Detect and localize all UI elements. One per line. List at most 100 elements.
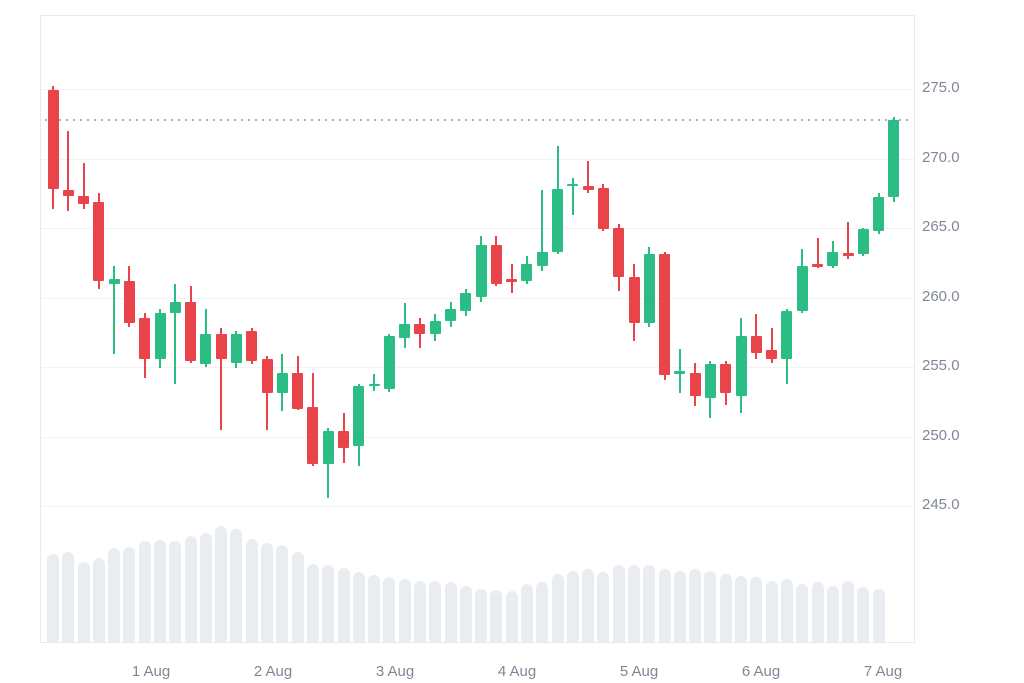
- volume-bar-36[interactable]: [597, 572, 610, 642]
- volume-bar-14[interactable]: [261, 543, 274, 642]
- candle-body: [888, 119, 900, 198]
- volume-bar-45[interactable]: [735, 576, 748, 642]
- volume-bar-47[interactable]: [765, 581, 778, 642]
- volume-bar-3[interactable]: [92, 558, 105, 642]
- volume-bar-32[interactable]: [536, 582, 549, 642]
- candle-body: [292, 372, 304, 409]
- candle-body: [521, 264, 533, 281]
- candle-body: [857, 229, 869, 255]
- gridline-265.0: [41, 228, 914, 229]
- candle-wick: [67, 130, 70, 212]
- volume-bar-12[interactable]: [230, 529, 243, 642]
- candle-body: [812, 264, 823, 267]
- candle-body: [582, 186, 594, 191]
- y-tick-label-250.0: 250.0: [922, 426, 960, 444]
- candle-wick: [587, 161, 590, 194]
- candle-body: [796, 265, 808, 312]
- volume-bar-25[interactable]: [429, 581, 442, 642]
- volume-bar-17[interactable]: [306, 564, 319, 642]
- volume-bar-52[interactable]: [842, 581, 855, 642]
- candle-body: [322, 430, 334, 465]
- candle-body: [445, 308, 457, 322]
- volume-bar-40[interactable]: [658, 569, 671, 642]
- volume-bar-34[interactable]: [566, 571, 579, 642]
- volume-bar-41[interactable]: [673, 571, 686, 642]
- y-tick-label-275.0: 275.0: [922, 79, 960, 96]
- volume-bar-11[interactable]: [215, 526, 228, 642]
- volume-bar-21[interactable]: [368, 575, 381, 642]
- candle-body: [169, 301, 181, 313]
- candle-body: [215, 333, 227, 359]
- volume-bar-9[interactable]: [184, 536, 197, 642]
- candle-body: [108, 279, 120, 284]
- gridline-250.0: [41, 436, 914, 438]
- candle-wick: [113, 265, 116, 355]
- candle-body: [781, 311, 793, 359]
- volume-bar-1[interactable]: [62, 552, 75, 642]
- volume-bar-48[interactable]: [780, 579, 793, 642]
- y-tick-label-255.0: 255.0: [922, 357, 960, 374]
- volume-bar-15[interactable]: [276, 545, 289, 642]
- volume-bar-24[interactable]: [413, 581, 426, 642]
- volume-bar-39[interactable]: [643, 565, 656, 642]
- volume-bar-10[interactable]: [199, 533, 212, 642]
- volume-bar-26[interactable]: [444, 582, 457, 642]
- volume-bar-18[interactable]: [322, 565, 335, 642]
- candle-body: [276, 372, 288, 394]
- volume-bar-43[interactable]: [704, 571, 717, 642]
- gridline-255.0: [41, 367, 914, 368]
- volume-bar-46[interactable]: [750, 577, 763, 642]
- volume-bar-30[interactable]: [505, 591, 518, 642]
- volume-bar-7[interactable]: [154, 540, 167, 642]
- candle-body: [613, 228, 625, 277]
- volume-bar-31[interactable]: [520, 584, 533, 642]
- volume-bar-6[interactable]: [138, 541, 151, 642]
- volume-bar-4[interactable]: [108, 548, 121, 642]
- volume-bar-0[interactable]: [47, 554, 59, 642]
- volume-bar-35[interactable]: [582, 569, 595, 642]
- candle-wick: [571, 177, 574, 216]
- candle-body: [399, 323, 411, 338]
- volume-bar-8[interactable]: [169, 541, 182, 642]
- chart-plot-area[interactable]: [40, 15, 915, 643]
- candle-body: [536, 251, 548, 266]
- candle-body: [750, 336, 762, 354]
- volume-bar-38[interactable]: [628, 565, 641, 642]
- volume-bar-27[interactable]: [459, 586, 472, 642]
- volume-bar-50[interactable]: [811, 582, 824, 642]
- candle-wick: [373, 373, 376, 391]
- x-tick-label-4-aug: 4 Aug: [497, 663, 537, 680]
- volume-bar-33[interactable]: [551, 574, 564, 642]
- candle-body: [246, 330, 258, 362]
- candle-body: [383, 336, 395, 390]
- volume-bar-22[interactable]: [383, 577, 396, 642]
- volume-bar-5[interactable]: [123, 547, 136, 642]
- volume-bar-53[interactable]: [857, 587, 870, 642]
- candle-body: [47, 90, 59, 190]
- volume-bar-49[interactable]: [796, 584, 809, 642]
- volume-bar-16[interactable]: [291, 552, 304, 642]
- candle-body: [368, 383, 380, 387]
- candle-body: [429, 321, 441, 334]
- volume-bar-2[interactable]: [77, 562, 90, 642]
- volume-bar-20[interactable]: [352, 572, 365, 642]
- volume-bar-51[interactable]: [826, 586, 839, 642]
- volume-bar-13[interactable]: [245, 539, 258, 642]
- candle-body: [414, 323, 426, 334]
- volume-bar-42[interactable]: [689, 569, 702, 642]
- candle-body: [766, 350, 778, 359]
- volume-bar-29[interactable]: [490, 590, 503, 642]
- candle-body: [827, 251, 839, 266]
- candle-body: [506, 279, 518, 282]
- candle-body: [307, 407, 319, 465]
- candle-body: [261, 358, 273, 394]
- volume-bar-23[interactable]: [398, 579, 411, 642]
- volume-bar-19[interactable]: [337, 568, 350, 642]
- volume-bar-28[interactable]: [475, 589, 488, 642]
- volume-bar-54[interactable]: [872, 589, 885, 642]
- volume-bar-44[interactable]: [719, 574, 732, 642]
- candle-wick: [220, 328, 223, 430]
- candle-body: [185, 301, 197, 362]
- y-tick-label-245.0: 245.0: [922, 496, 960, 513]
- volume-bar-37[interactable]: [612, 565, 625, 642]
